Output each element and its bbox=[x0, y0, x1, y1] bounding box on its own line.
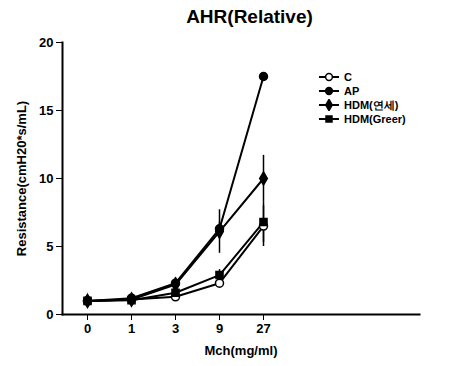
svg-text:27: 27 bbox=[256, 321, 270, 336]
svg-text:Resistance(cmH20*s/mL): Resistance(cmH20*s/mL) bbox=[14, 101, 29, 256]
svg-text:3: 3 bbox=[172, 321, 179, 336]
html-text:HDM(Greer): HDM(Greer) bbox=[344, 113, 406, 125]
svg-text:0: 0 bbox=[46, 307, 53, 322]
svg-text:1: 1 bbox=[128, 321, 135, 336]
html-text:AP: AP bbox=[344, 85, 360, 97]
svg-text:9: 9 bbox=[216, 321, 223, 336]
svg-text:15: 15 bbox=[39, 103, 53, 118]
html-text:AHR(Relative): AHR(Relative) bbox=[186, 6, 313, 27]
svg-text:10: 10 bbox=[39, 171, 53, 186]
svg-text:0: 0 bbox=[84, 321, 91, 336]
html-text:HDM(연세): HDM(연세) bbox=[344, 98, 399, 111]
svg-text:5: 5 bbox=[46, 239, 53, 254]
svg-text:20: 20 bbox=[39, 35, 53, 50]
svg-text:Mch(mg/ml): Mch(mg/ml) bbox=[205, 343, 278, 358]
html-text:C: C bbox=[344, 71, 352, 83]
